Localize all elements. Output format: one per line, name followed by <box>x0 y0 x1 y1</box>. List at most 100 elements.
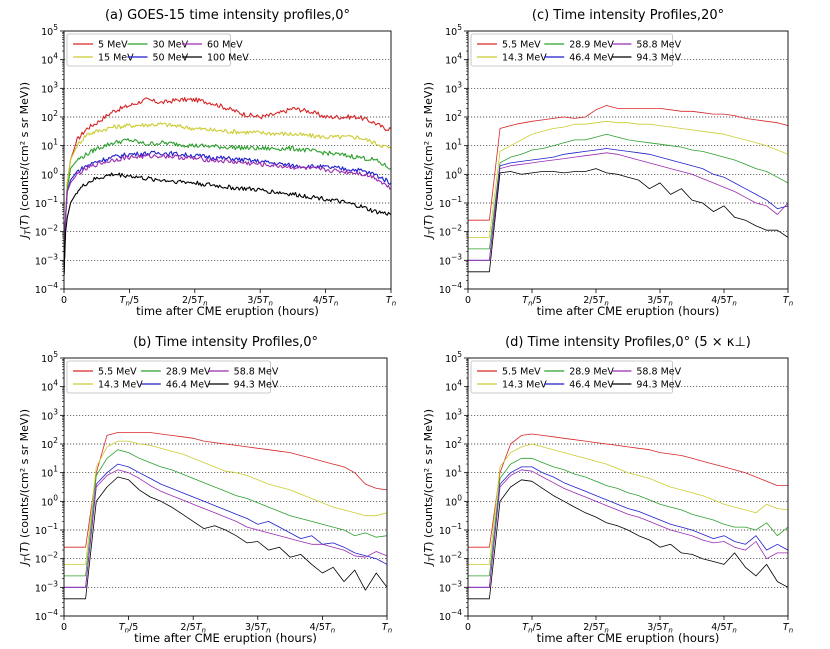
x-tick-label: 0 <box>465 295 471 306</box>
y-tick-label: 105 <box>41 350 58 365</box>
legend-label: 94.3 MeV <box>636 53 681 64</box>
y-tick-label: 104 <box>445 52 462 67</box>
x-tick-label: 3/5Tn <box>647 295 673 308</box>
y-tick-label: 10−1 <box>35 522 58 537</box>
y-tick-label: 103 <box>445 407 462 422</box>
y-tick-label: 105 <box>445 350 462 365</box>
y-axis-label: JT(T) (counts/(cm² s sr MeV)) <box>18 82 33 240</box>
panel-title: (d) Time intensity Profiles,0° (5 × κ⊥) <box>505 335 751 350</box>
series-line <box>64 432 387 548</box>
x-tick-label: 2/5Tn <box>583 622 609 635</box>
y-tick-label: 102 <box>41 109 58 124</box>
y-tick-label: 10−4 <box>439 608 462 623</box>
legend-label: 58.8 MeV <box>636 40 681 51</box>
legend: 5.5 MeV 14.3 MeV 28.9 MeV 46.4 MeV 58.8 MeV 9… <box>66 360 279 394</box>
y-tick-label: 10−4 <box>35 281 58 296</box>
series-line <box>64 122 391 275</box>
y-tick-label: 102 <box>445 109 462 124</box>
x-tick-label: Tn/5 <box>522 295 542 308</box>
legend: 5.5 MeV 14.3 MeV 28.9 MeV 46.4 MeV 58.8 MeV 9… <box>470 360 682 394</box>
legend: 5 MeV 15 MeV 30 MeV 50 MeV 60 MeV 100 MeV <box>66 33 249 67</box>
y-tick-label: 10−3 <box>439 252 462 267</box>
panel-title: (a) GOES-15 time intensity profiles,0° <box>105 8 350 23</box>
x-tick-label: 3/5Tn <box>245 622 271 635</box>
legend-frame <box>66 33 231 67</box>
legend-label: 28.9 MeV <box>166 367 211 378</box>
y-tick-label: 10−4 <box>439 281 462 296</box>
panel-c: (c) Time intensity Profiles,20° 10−4 10−3 1… <box>422 8 793 318</box>
series-line <box>64 476 387 600</box>
legend-label: 100 MeV <box>207 53 249 64</box>
x-tick-label: Tn/5 <box>119 622 139 635</box>
series-line <box>468 148 788 261</box>
legend-label: 30 MeV <box>153 40 189 51</box>
x-tick-label: Tn <box>783 622 793 635</box>
series-line <box>468 466 788 588</box>
x-tick-label: Tn/5 <box>522 622 542 635</box>
series-line <box>64 463 387 588</box>
series-line <box>468 479 788 600</box>
x-tick-label: Tn <box>382 622 392 635</box>
series-line <box>468 433 788 548</box>
legend-label: 46.4 MeV <box>569 380 614 391</box>
legend-label: 14.3 MeV <box>98 380 143 391</box>
y-tick-label: 10−2 <box>35 224 58 239</box>
x-tick-label: 3/5Tn <box>647 622 673 635</box>
series-line <box>64 97 391 275</box>
panel-a: (a) GOES-15 time intensity profiles,0° 10… <box>18 8 396 318</box>
series-line <box>468 457 788 577</box>
legend-label: 60 MeV <box>207 40 243 51</box>
legend-label: 58.8 MeV <box>636 367 681 378</box>
x-tick-label: 2/5Tn <box>182 295 208 308</box>
series-line <box>64 469 387 588</box>
y-axis-label: JT(T) (counts/(cm² s sr MeV)) <box>422 82 437 240</box>
plot-frame <box>467 357 789 617</box>
legend-label: 5.5 MeV <box>502 367 541 378</box>
legend-label: 14.3 MeV <box>502 380 547 391</box>
y-tick-label: 103 <box>445 80 462 95</box>
series-line <box>64 449 387 577</box>
series-line <box>468 443 788 565</box>
y-tick-label: 100 <box>41 493 58 508</box>
y-tick-label: 102 <box>41 436 58 451</box>
series-line <box>64 138 391 275</box>
series-line <box>64 172 391 275</box>
y-tick-label: 10−2 <box>439 551 462 566</box>
y-tick-label: 104 <box>445 379 462 394</box>
legend-label: 94.3 MeV <box>636 380 681 391</box>
x-tick-label: 0 <box>61 622 67 633</box>
x-tick-label: 4/5Tn <box>711 622 737 635</box>
panel-d: (d) Time intensity Profiles,0° (5 × κ⊥) 1… <box>422 335 793 645</box>
series-group <box>468 105 788 273</box>
y-tick-label: 105 <box>41 23 58 38</box>
panel-title: (c) Time intensity Profiles,20° <box>532 8 724 23</box>
y-tick-label: 10−4 <box>35 608 58 623</box>
legend: 5.5 MeV 14.3 MeV 28.9 MeV 46.4 MeV 58.8 MeV 9… <box>470 33 682 67</box>
y-tick-label: 104 <box>41 52 58 67</box>
y-tick-label: 104 <box>41 379 58 394</box>
y-tick-label: 101 <box>445 138 462 153</box>
series-line <box>64 440 387 565</box>
y-tick-label: 10−2 <box>35 551 58 566</box>
series-line <box>468 168 788 273</box>
y-tick-label: 10−3 <box>35 252 58 267</box>
y-tick-label: 10−3 <box>35 579 58 594</box>
legend-label: 5.5 MeV <box>98 367 137 378</box>
x-tick-label: 4/5Tn <box>310 622 336 635</box>
series-line <box>468 469 788 588</box>
y-tick-label: 102 <box>445 436 462 451</box>
series-line <box>468 120 788 238</box>
legend-label: 28.9 MeV <box>569 40 614 51</box>
x-tick-label: 4/5Tn <box>711 295 737 308</box>
y-tick-label: 100 <box>41 166 58 181</box>
legend-frame <box>470 360 674 394</box>
y-tick-label: 101 <box>41 465 58 480</box>
series-group <box>468 433 788 600</box>
y-axis-label: JT(T) (counts/(cm² s sr MeV)) <box>422 409 437 567</box>
plot-frame <box>63 30 392 290</box>
y-tick-label: 103 <box>41 407 58 422</box>
y-tick-label: 100 <box>445 166 462 181</box>
legend-label: 46.4 MeV <box>569 53 614 64</box>
series-group <box>64 432 387 600</box>
